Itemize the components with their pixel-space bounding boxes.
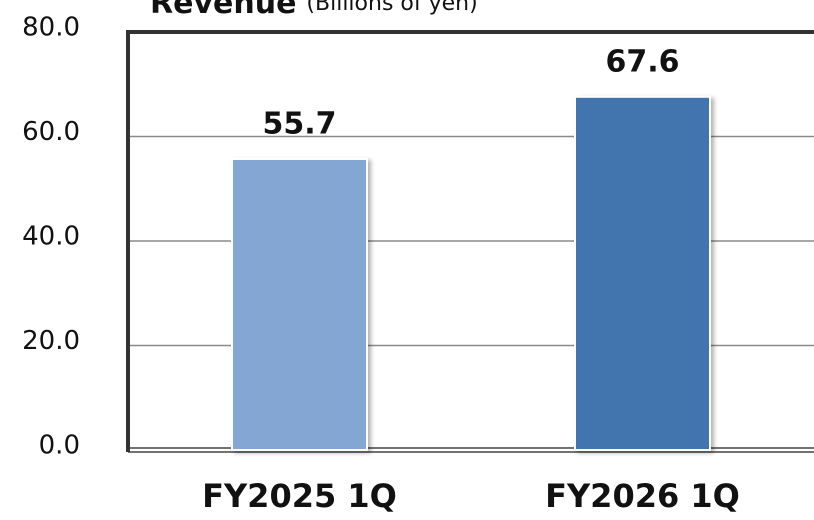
bar <box>231 157 368 451</box>
plot-frame <box>126 30 814 452</box>
value-label: 67.6 <box>605 44 679 79</box>
y-tick-label: 60.0 <box>22 117 80 147</box>
y-tick-label: 40.0 <box>22 222 80 252</box>
title: Revenue <box>150 0 296 21</box>
value-label: 55.7 <box>262 106 336 141</box>
x-tick-label: FY2026 1Q <box>545 477 740 515</box>
bar <box>574 95 711 451</box>
subtitle: (Billions of yen) <box>306 0 477 16</box>
chart-title: Revenue (Billions of yen) <box>150 0 478 21</box>
y-tick-label: 0.0 <box>39 431 80 461</box>
y-tick-label: 20.0 <box>22 326 80 356</box>
y-tick-label: 80.0 <box>22 13 80 43</box>
x-tick-label: FY2025 1Q <box>202 477 397 515</box>
